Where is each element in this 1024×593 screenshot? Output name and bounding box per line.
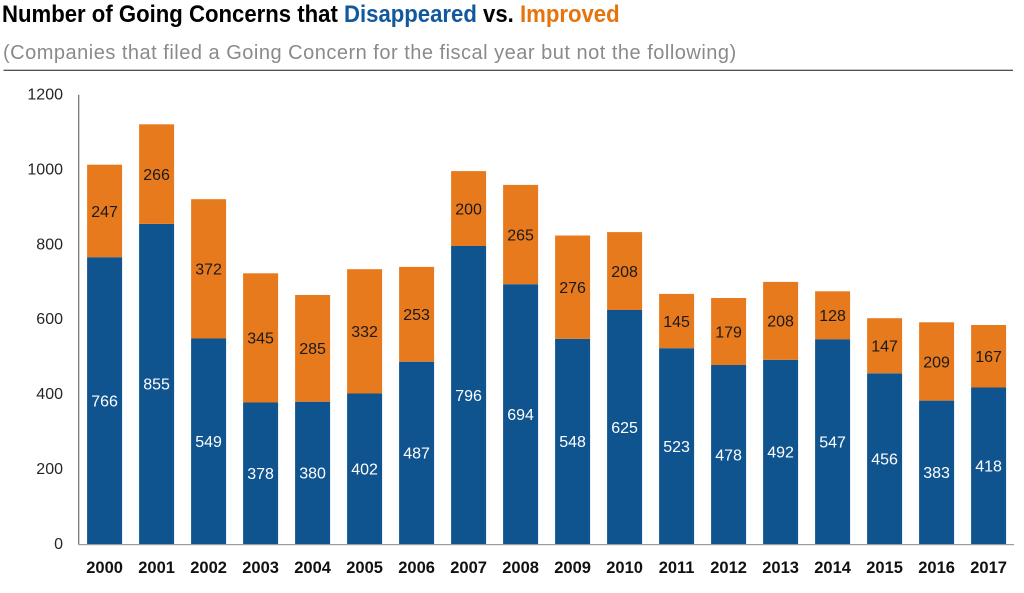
svg-text:247: 247	[91, 204, 118, 221]
svg-text:345: 345	[247, 331, 274, 348]
svg-text:487: 487	[403, 446, 430, 463]
svg-text:456: 456	[871, 451, 898, 468]
svg-text:855: 855	[143, 377, 170, 394]
svg-text:523: 523	[663, 439, 690, 456]
svg-text:2017: 2017	[970, 559, 1007, 577]
svg-text:2000: 2000	[86, 559, 123, 577]
svg-text:209: 209	[923, 354, 950, 371]
svg-text:2006: 2006	[398, 559, 435, 577]
svg-text:2008: 2008	[502, 559, 539, 577]
svg-text:2009: 2009	[554, 559, 591, 577]
svg-text:2001: 2001	[138, 559, 175, 577]
svg-text:600: 600	[36, 311, 63, 328]
svg-text:800: 800	[36, 236, 63, 253]
svg-text:796: 796	[455, 388, 482, 405]
svg-text:625: 625	[611, 420, 638, 437]
svg-text:145: 145	[663, 314, 690, 331]
svg-text:285: 285	[299, 341, 326, 358]
svg-text:548: 548	[559, 434, 586, 451]
svg-text:Number of Going Concerns that: Number of Going Concerns that Disappeare…	[2, 0, 620, 27]
svg-text:372: 372	[195, 262, 222, 279]
svg-text:253: 253	[403, 307, 430, 324]
svg-text:208: 208	[767, 314, 794, 331]
svg-text:2004: 2004	[294, 559, 332, 577]
svg-text:380: 380	[299, 466, 326, 483]
svg-text:200: 200	[36, 461, 63, 478]
svg-text:549: 549	[195, 434, 222, 451]
svg-text:2013: 2013	[762, 559, 799, 577]
svg-text:266: 266	[143, 167, 170, 184]
svg-text:1200: 1200	[27, 87, 63, 104]
svg-text:694: 694	[507, 407, 534, 424]
svg-text:383: 383	[923, 465, 950, 482]
svg-text:167: 167	[975, 349, 1002, 366]
svg-text:766: 766	[91, 393, 118, 410]
svg-text:492: 492	[767, 445, 794, 462]
svg-text:2010: 2010	[606, 559, 643, 577]
svg-text:547: 547	[819, 434, 846, 451]
svg-text:2016: 2016	[918, 559, 955, 577]
svg-text:265: 265	[507, 227, 534, 244]
svg-text:147: 147	[871, 339, 898, 356]
svg-text:0: 0	[54, 536, 63, 553]
svg-text:2012: 2012	[710, 559, 747, 577]
svg-text:2005: 2005	[346, 559, 383, 577]
svg-text:200: 200	[455, 201, 482, 218]
svg-text:2002: 2002	[190, 559, 227, 577]
svg-text:128: 128	[819, 308, 846, 325]
svg-text:2007: 2007	[450, 559, 487, 577]
svg-text:332: 332	[351, 324, 378, 341]
svg-text:378: 378	[247, 466, 274, 483]
svg-text:402: 402	[351, 462, 378, 479]
svg-text:208: 208	[611, 264, 638, 281]
svg-text:2015: 2015	[866, 559, 903, 577]
svg-text:2003: 2003	[242, 559, 279, 577]
svg-text:2014: 2014	[814, 559, 852, 577]
svg-text:1000: 1000	[27, 161, 63, 178]
svg-text:478: 478	[715, 447, 742, 464]
svg-text:276: 276	[559, 280, 586, 297]
svg-text:(Companies that filed a Going: (Companies that filed a Going Concern fo…	[3, 42, 737, 64]
svg-text:418: 418	[975, 459, 1002, 476]
svg-text:179: 179	[715, 324, 742, 341]
svg-text:2011: 2011	[659, 559, 695, 577]
svg-text:400: 400	[36, 386, 63, 403]
